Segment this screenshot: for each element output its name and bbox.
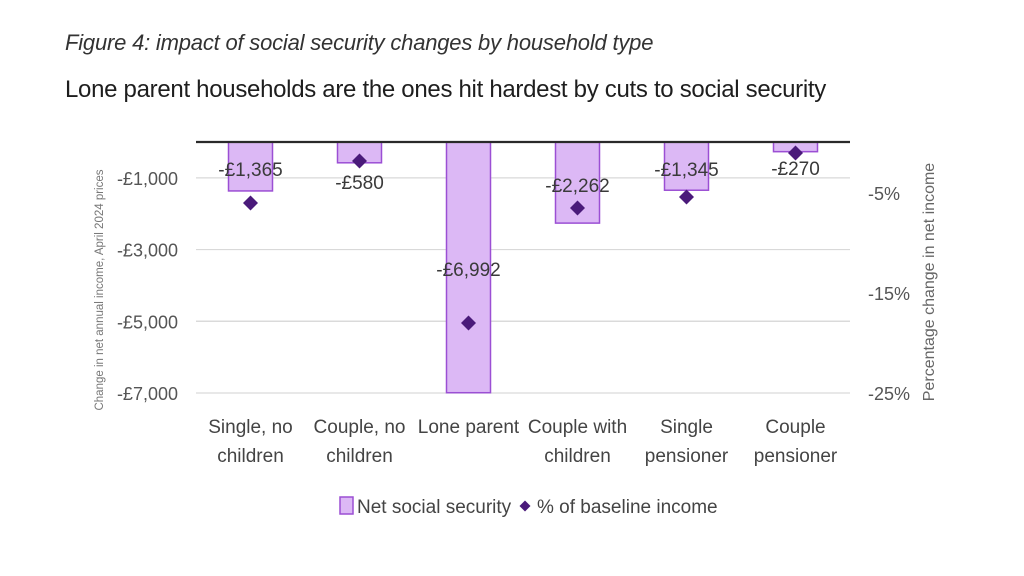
diamond-marker [461, 315, 476, 331]
right-tick-label: -25% [868, 384, 910, 404]
category-label: Lone parent [418, 417, 520, 438]
legend-swatch-bar [339, 496, 354, 515]
data-label: -£1,345 [654, 160, 718, 181]
gridlines [196, 177, 850, 394]
category-label: Single [660, 417, 713, 438]
diamond-marker [243, 195, 258, 211]
category-label: Single, no [208, 417, 293, 438]
figure-subtitle: Lone parent households are the ones hit … [65, 76, 826, 103]
category-label: Couple [765, 417, 825, 438]
figure-title: Figure 4: impact of social security chan… [65, 30, 654, 55]
left-tick-label: -£5,000 [117, 312, 178, 332]
diamond-marker [352, 153, 367, 169]
category-label: Couple, no [314, 417, 406, 438]
left-tick-label: -£3,000 [117, 241, 178, 261]
bar [227, 141, 274, 192]
category-labels: Single, no children Couple, no children Lone… [208, 417, 838, 467]
right-axis: -5% -15% -25% Percentage change in net inco… [868, 163, 938, 404]
category-label: pensioner [645, 446, 729, 467]
right-tick-label: -15% [868, 284, 910, 304]
legend-label: % of baseline income [537, 497, 718, 518]
right-axis-title: Percentage change in net income [921, 163, 938, 401]
left-axis: -£1,000 -£3,000 -£5,000 -£7,000 Change in ne… [94, 169, 178, 411]
data-label: -£2,262 [545, 176, 609, 197]
data-label: -£270 [771, 159, 820, 180]
bars [227, 141, 819, 394]
category-label: children [217, 446, 284, 467]
bar [663, 141, 710, 191]
left-tick-label: -£7,000 [117, 384, 178, 404]
left-axis-title: Change in net annual income, April 2024 … [94, 169, 106, 410]
bar [445, 141, 492, 394]
category-label: children [544, 446, 611, 467]
diamond-marker [788, 145, 803, 161]
left-tick-label: -£1,000 [117, 169, 178, 189]
legend-label: Net social security [357, 497, 512, 518]
data-labels: -£1,365 -£580 -£6,992 -£2,262 -£1,345 -£270 [218, 159, 820, 281]
category-label: children [326, 446, 393, 467]
category-label: pensioner [754, 446, 838, 467]
legend-swatch-diamond [519, 500, 531, 512]
data-label: -£6,992 [436, 260, 500, 281]
right-tick-label: -5% [868, 184, 900, 204]
legend: Net social security % of baseline income [339, 496, 718, 518]
diamond-marker [570, 200, 585, 216]
markers [243, 145, 803, 331]
data-label: -£1,365 [218, 160, 282, 181]
data-label: -£580 [335, 173, 384, 194]
category-label: Couple with [528, 417, 627, 438]
diamond-marker [679, 189, 694, 205]
